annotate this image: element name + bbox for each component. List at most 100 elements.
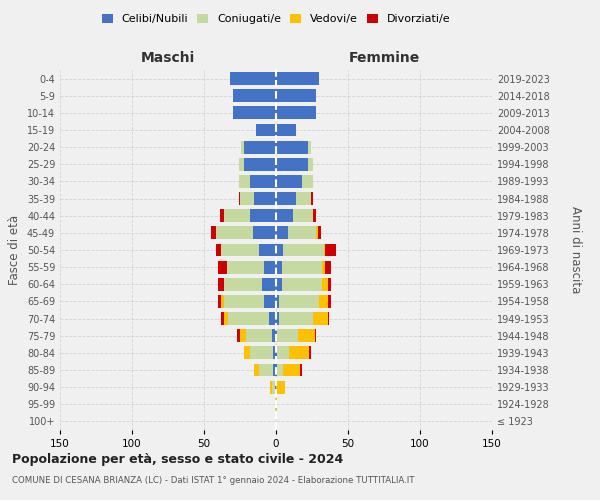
Bar [279,312,313,325]
Bar [254,192,276,205]
Bar [244,346,250,360]
Bar [316,226,318,239]
Legend: Celibi/Nubili, Coniugati/e, Vedovi/e, Divorziati/e: Celibi/Nubili, Coniugati/e, Vedovi/e, Di… [98,10,454,28]
Bar [276,72,319,85]
Bar [276,364,277,376]
Text: COMUNE DI CESANA BRIANZA (LC) - Dati ISTAT 1° gennaio 2024 - Elaborazione TUTTIT: COMUNE DI CESANA BRIANZA (LC) - Dati IST… [12,476,415,485]
Bar [277,330,298,342]
Bar [233,90,276,102]
Bar [224,295,265,308]
Bar [325,244,337,256]
Text: Femmine: Femmine [349,51,419,65]
Bar [259,244,276,256]
Bar [276,124,296,136]
Bar [221,312,224,325]
Bar [224,278,262,290]
Bar [319,295,328,308]
Bar [282,260,322,274]
Bar [262,278,276,290]
Bar [256,124,276,136]
Bar [296,192,311,205]
Bar [276,140,308,153]
Bar [313,312,328,325]
Bar [276,244,283,256]
Bar [276,260,282,274]
Bar [276,295,279,308]
Bar [328,312,329,325]
Bar [239,175,250,188]
Bar [220,210,224,222]
Bar [277,364,283,376]
Bar [276,278,282,290]
Bar [276,158,308,170]
Text: Popolazione per età, sesso e stato civile - 2024: Popolazione per età, sesso e stato civil… [12,452,343,466]
Bar [239,192,240,205]
Bar [276,210,293,222]
Bar [224,312,229,325]
Bar [240,330,246,342]
Bar [282,278,322,290]
Bar [293,210,313,222]
Bar [298,330,315,342]
Bar [276,175,302,188]
Bar [241,140,244,153]
Bar [301,364,302,376]
Bar [259,364,273,376]
Bar [309,346,311,360]
Bar [276,90,316,102]
Bar [269,312,276,325]
Bar [221,295,224,308]
Bar [237,330,240,342]
Bar [276,106,316,120]
Bar [279,295,319,308]
Bar [322,278,328,290]
Bar [224,210,250,222]
Bar [323,244,325,256]
Bar [275,398,276,410]
Y-axis label: Fasce di età: Fasce di età [8,215,21,285]
Bar [215,226,253,239]
Bar [276,226,287,239]
Bar [273,364,276,376]
Bar [270,380,272,394]
Bar [239,158,244,170]
Bar [230,72,276,85]
Bar [311,192,313,205]
Bar [246,330,272,342]
Bar [275,380,276,394]
Bar [272,380,275,394]
Text: Maschi: Maschi [141,51,195,65]
Bar [328,295,331,308]
Bar [265,260,276,274]
Bar [283,244,323,256]
Bar [265,295,276,308]
Bar [328,278,331,290]
Bar [315,330,316,342]
Bar [244,158,276,170]
Bar [325,260,331,274]
Y-axis label: Anni di nascita: Anni di nascita [569,206,582,294]
Bar [250,210,276,222]
Bar [229,312,269,325]
Bar [211,226,215,239]
Bar [218,295,221,308]
Bar [218,260,227,274]
Bar [302,175,313,188]
Bar [277,346,289,360]
Bar [276,398,277,410]
Bar [276,312,279,325]
Bar [313,210,316,222]
Bar [276,330,277,342]
Bar [318,226,320,239]
Bar [227,260,265,274]
Bar [218,278,224,290]
Bar [273,346,276,360]
Bar [276,346,277,360]
Bar [272,330,276,342]
Bar [221,244,259,256]
Bar [250,175,276,188]
Bar [289,346,309,360]
Bar [322,260,325,274]
Bar [276,380,284,394]
Bar [244,140,276,153]
